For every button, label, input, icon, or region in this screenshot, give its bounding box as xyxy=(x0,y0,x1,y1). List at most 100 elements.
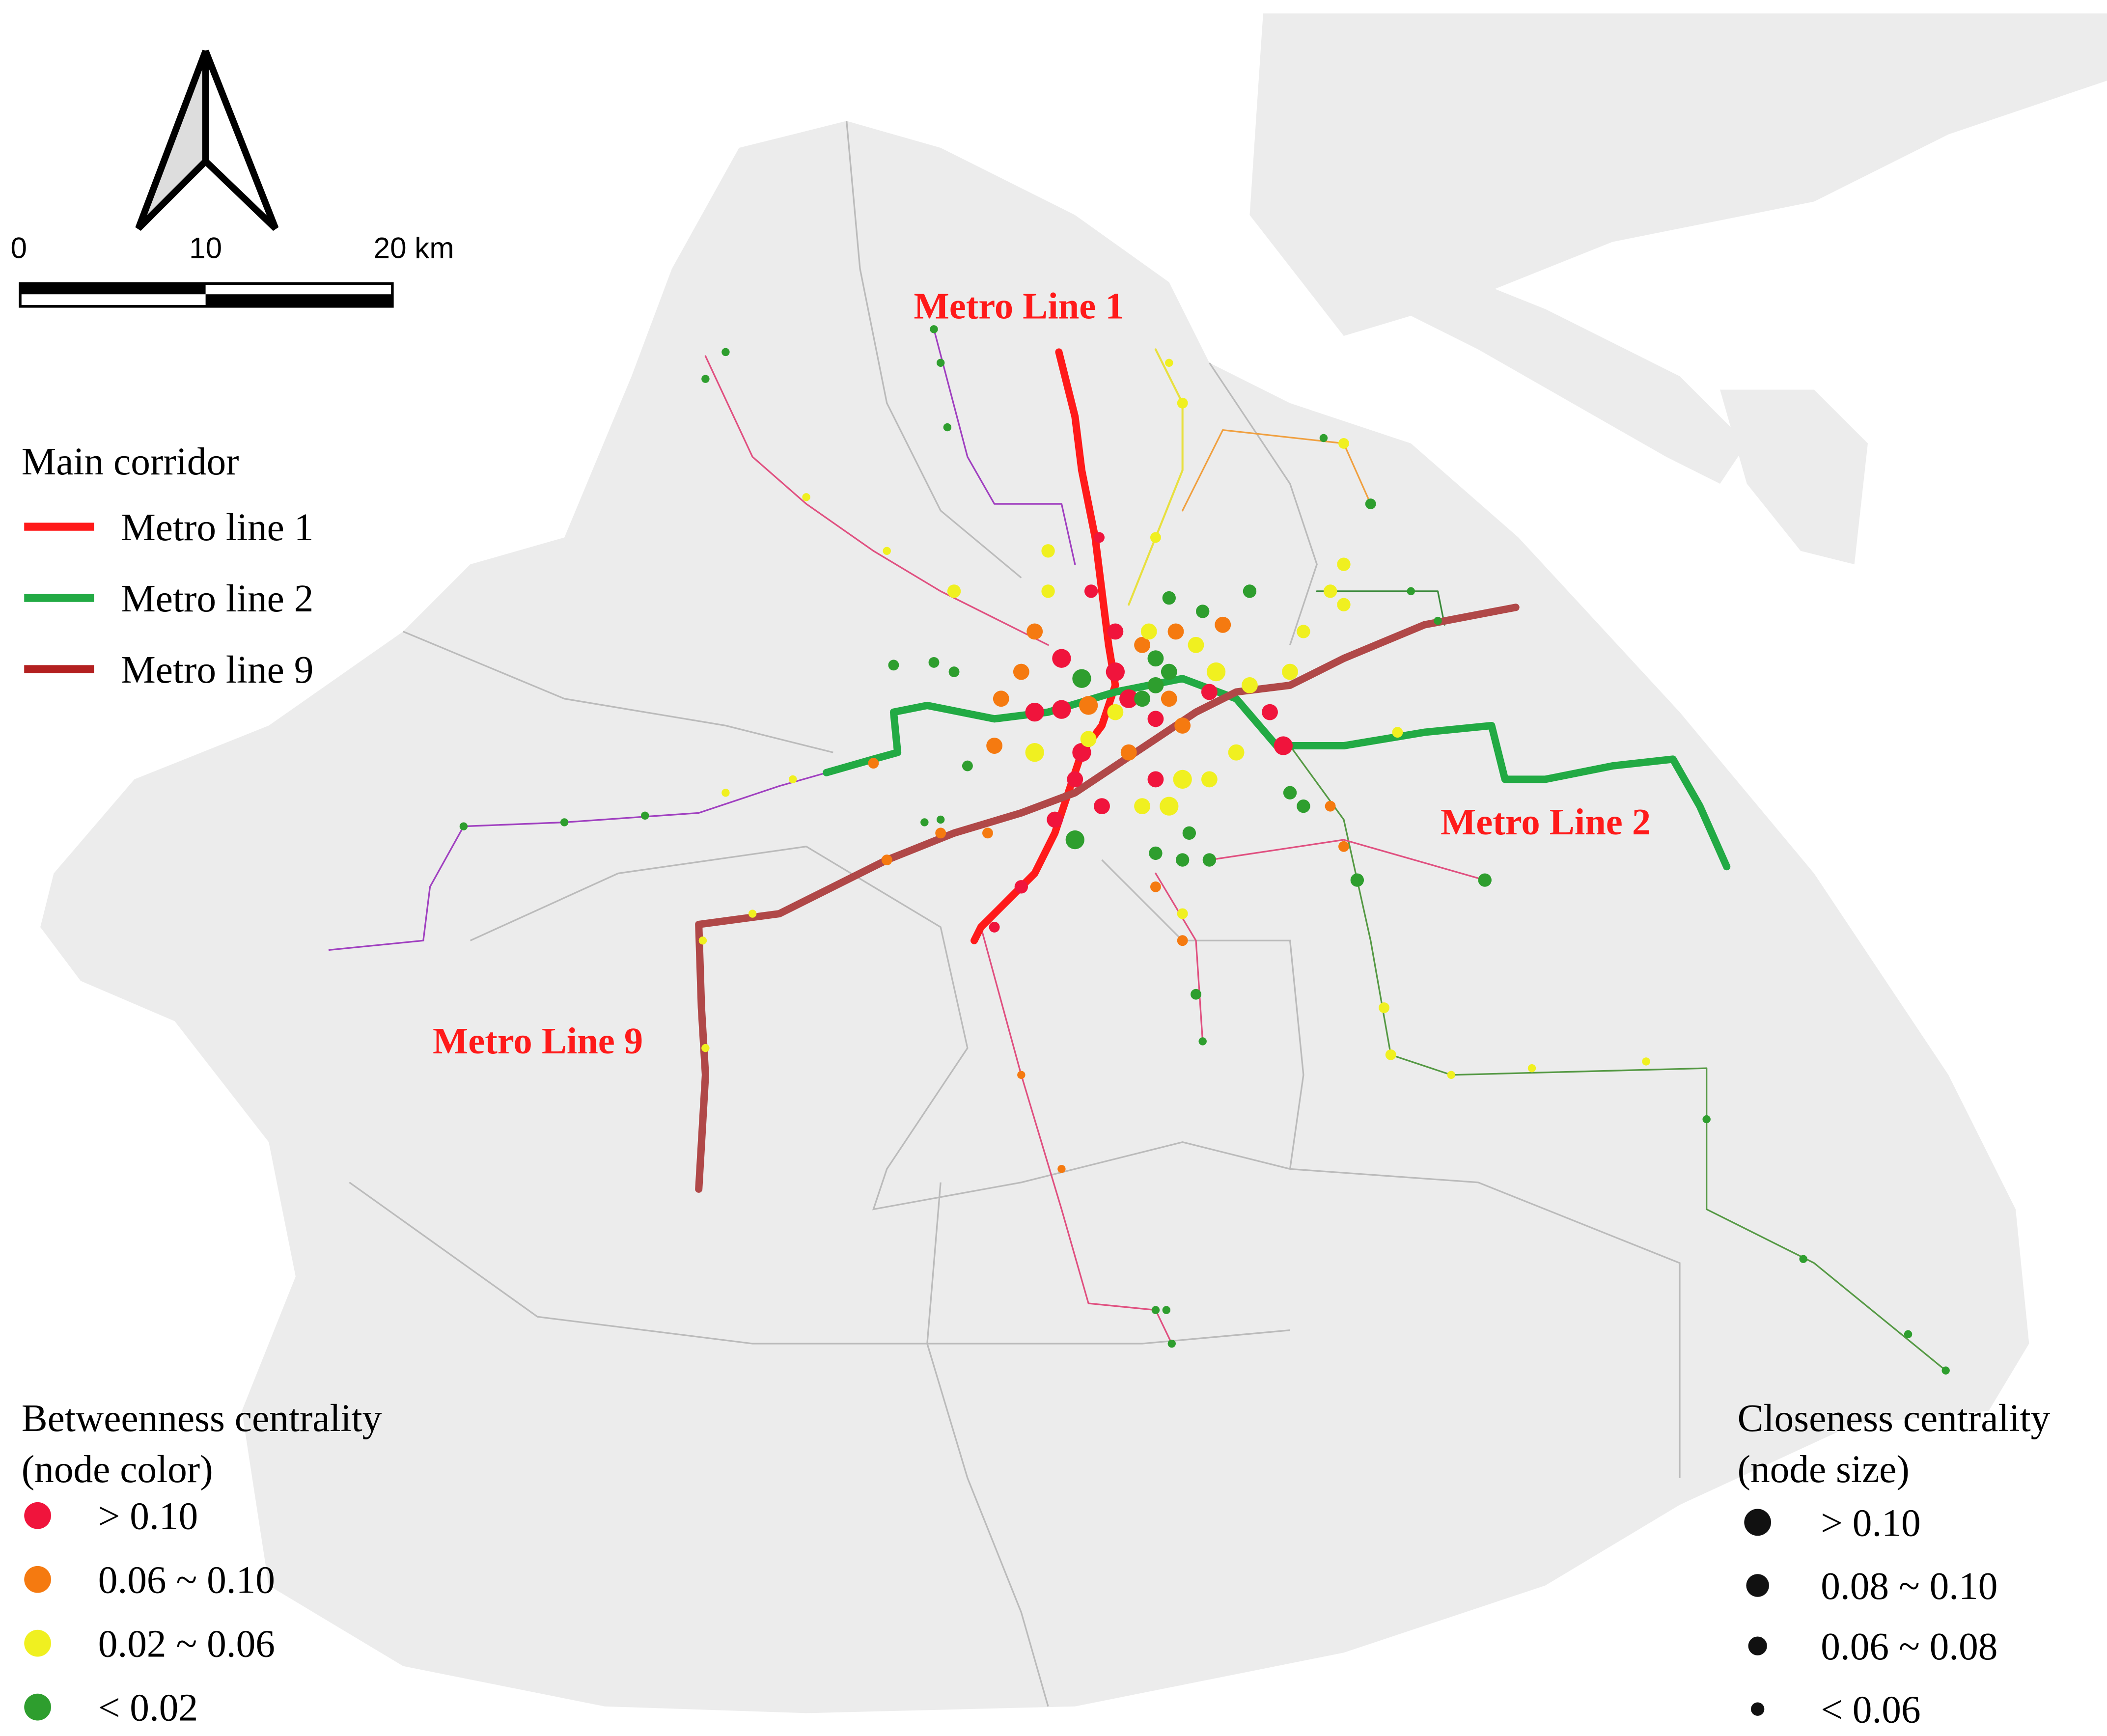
station xyxy=(1151,1306,1160,1314)
station xyxy=(1191,989,1201,1000)
station xyxy=(1149,846,1163,860)
metro-line xyxy=(328,762,861,951)
legend-label: Metro line 1 xyxy=(121,506,313,549)
station xyxy=(1201,684,1218,700)
station xyxy=(1365,498,1376,509)
district-boundaries xyxy=(349,121,1681,1707)
legend-swatch xyxy=(1746,1574,1769,1597)
station xyxy=(1702,1115,1711,1124)
boundary xyxy=(926,1182,1049,1707)
station xyxy=(1243,584,1257,598)
station xyxy=(868,758,879,769)
station xyxy=(1094,798,1110,815)
station xyxy=(1282,663,1298,680)
station xyxy=(1297,625,1310,638)
station xyxy=(1941,1366,1950,1375)
station xyxy=(1198,1037,1207,1046)
legend-swatch xyxy=(24,1566,51,1593)
station xyxy=(1527,1064,1536,1073)
scale-bar-segment xyxy=(20,283,206,295)
station xyxy=(1067,771,1083,788)
station xyxy=(1052,700,1071,719)
station xyxy=(928,657,940,668)
station xyxy=(721,348,730,357)
station xyxy=(1052,649,1071,668)
station xyxy=(1325,800,1336,812)
station xyxy=(789,775,797,784)
annotation: Metro Line 2 xyxy=(1441,801,1651,843)
station xyxy=(948,666,960,677)
station xyxy=(881,854,892,866)
station xyxy=(1014,880,1028,894)
station xyxy=(1041,584,1055,598)
legend-title: Main corridor xyxy=(22,440,239,483)
station xyxy=(1196,605,1210,618)
station xyxy=(1119,689,1138,708)
metro-line xyxy=(1155,872,1204,1043)
boundary xyxy=(470,846,1681,1478)
station xyxy=(1434,616,1442,625)
station xyxy=(1407,587,1415,596)
station xyxy=(1350,873,1364,887)
station xyxy=(1165,358,1173,367)
station xyxy=(698,937,707,945)
station xyxy=(1338,438,1349,449)
station xyxy=(641,811,649,820)
stations xyxy=(459,325,1950,1375)
station xyxy=(1182,826,1196,840)
island xyxy=(1330,242,1747,484)
legend-title: (node size) xyxy=(1738,1448,1910,1491)
station xyxy=(947,584,961,598)
station xyxy=(1642,1057,1650,1066)
station xyxy=(1379,1002,1389,1013)
corridor xyxy=(823,675,1731,871)
station xyxy=(1242,677,1258,693)
legends: Main corridor Betweenness centrality (no… xyxy=(22,440,2051,1732)
station xyxy=(1107,704,1124,720)
station xyxy=(1161,690,1177,707)
station xyxy=(748,909,757,918)
island xyxy=(1249,13,2107,336)
metro-line xyxy=(1128,348,1184,606)
station xyxy=(1147,677,1164,693)
station xyxy=(1161,663,1177,680)
north-arrow-right xyxy=(202,50,279,231)
station xyxy=(1065,830,1084,850)
station xyxy=(1175,853,1190,867)
station xyxy=(701,375,710,383)
station xyxy=(1134,690,1150,707)
north-arrow-left xyxy=(135,50,209,231)
station xyxy=(989,921,1000,933)
station xyxy=(1167,623,1184,640)
station xyxy=(1162,1306,1171,1314)
mainland xyxy=(40,121,2029,1713)
scale-bar-segment xyxy=(205,294,392,306)
station xyxy=(1323,584,1337,598)
metro-line xyxy=(1316,590,1445,626)
boundary xyxy=(846,121,1022,579)
station xyxy=(883,547,891,555)
station xyxy=(1177,908,1188,919)
boundary xyxy=(349,1182,1290,1345)
legend-swatch xyxy=(24,1502,51,1529)
annotation: Metro Line 9 xyxy=(433,1020,643,1062)
station xyxy=(1147,711,1164,727)
land xyxy=(40,13,2107,1713)
station xyxy=(982,827,993,839)
station xyxy=(1174,717,1191,734)
legend-swatch xyxy=(1748,1636,1767,1655)
station xyxy=(1147,650,1164,667)
station xyxy=(930,325,938,333)
legend-label: 0.06 ~ 0.10 xyxy=(98,1559,275,1602)
station xyxy=(935,827,946,839)
station xyxy=(1150,532,1161,543)
scale-label: 0 xyxy=(11,231,27,264)
station xyxy=(1904,1330,1913,1339)
island xyxy=(1720,389,1868,565)
boundary xyxy=(403,631,833,753)
legend-label: > 0.10 xyxy=(1821,1501,1920,1544)
station xyxy=(986,738,1003,754)
metro-line xyxy=(933,328,1076,565)
station xyxy=(1319,434,1328,442)
